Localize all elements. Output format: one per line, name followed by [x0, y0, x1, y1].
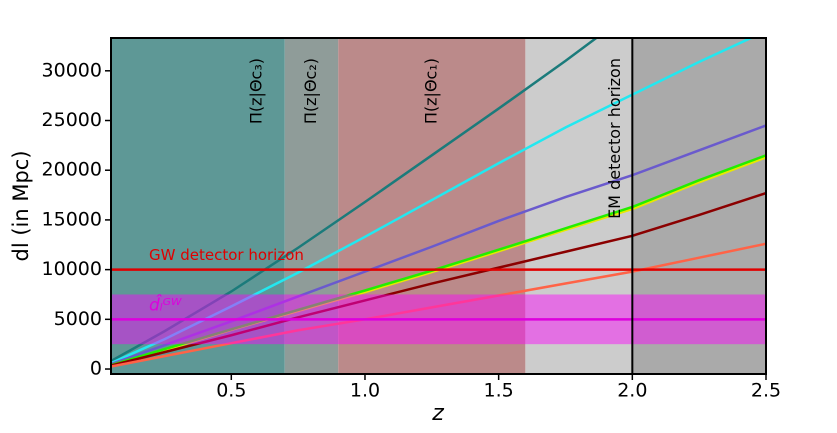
axes: GW detector horizon d̂ₗᴳᵂ EM detector hori… [42, 37, 781, 402]
region [111, 38, 285, 374]
y-tick-label: 25000 [42, 109, 102, 131]
plot-frame [110, 37, 767, 375]
y-tick-label: 20000 [42, 159, 102, 181]
line-label: EM detector horizon [605, 58, 624, 219]
line-label: GW detector horizon [149, 246, 304, 264]
y-tick-label: 30000 [42, 59, 102, 81]
region-label: Π(z|Θc₁) [421, 58, 440, 124]
series-line [111, 38, 599, 363]
series-line [111, 191, 766, 367]
series-line [111, 124, 766, 366]
y-tick-label: 15000 [42, 208, 102, 230]
series-line [111, 38, 754, 365]
plot-area [111, 38, 766, 374]
x-tick-label: 1.5 [484, 380, 514, 402]
x-axis-label: z [431, 401, 444, 426]
y-axis-label: dl (in Mpc) [9, 150, 33, 261]
region-label: Π(z|Θc₃) [246, 58, 265, 124]
y-tick-label: 5000 [54, 308, 102, 330]
region [632, 38, 766, 374]
y-tick-label: 10000 [42, 258, 102, 280]
line-label: d̂ₗᴳᵂ [149, 294, 182, 315]
x-tick-label: 2.0 [617, 380, 647, 402]
x-tick-label: 0.5 [216, 380, 246, 402]
x-tick-label: 2.5 [751, 380, 781, 402]
y-tick-label: 0 [90, 358, 102, 380]
region-label: Π(z|Θc₂) [301, 58, 320, 124]
x-tick-label: 1.0 [350, 380, 380, 402]
series-line [111, 242, 766, 368]
